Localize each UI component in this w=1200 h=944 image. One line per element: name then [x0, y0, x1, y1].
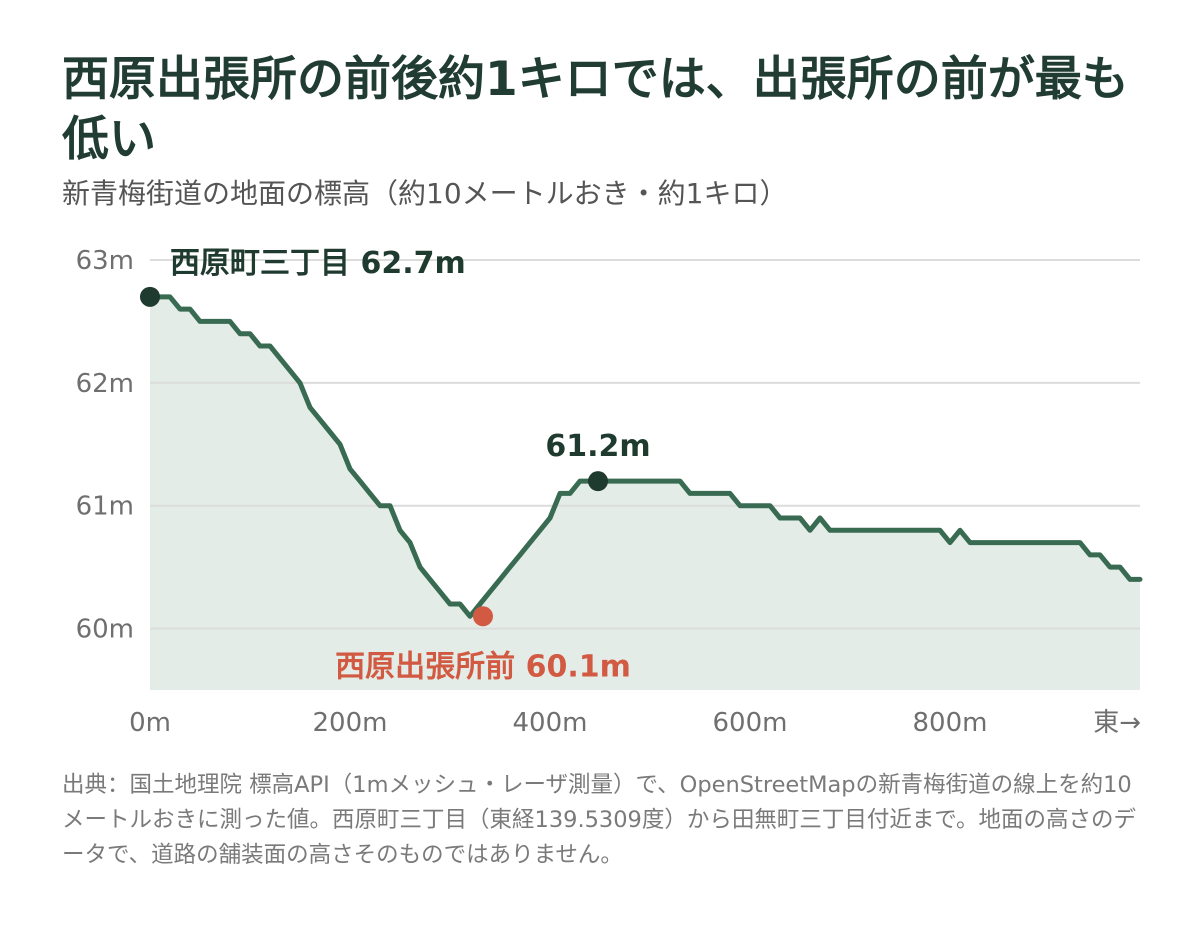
x-tick-label: 200m [313, 708, 388, 738]
elevation-line [147, 294, 1143, 619]
y-tick-label: 60m [76, 615, 134, 645]
chart-title: 西原出張所の前後約1キロでは、出張所の前が最も低い [62, 52, 1129, 167]
peak-point-label: 61.2m [545, 429, 650, 464]
low-point-marker [473, 606, 493, 627]
low-point-label: 西原出張所前 60.1m [335, 649, 631, 684]
chart-subtitle: 新青梅街道の地面の標高（約10メートルおき・約1キロ） [62, 177, 788, 210]
y-tick-label: 61m [76, 492, 134, 522]
start-point-marker [140, 286, 160, 307]
elevation-area [150, 296, 1140, 690]
x-tick-label: 400m [513, 708, 588, 738]
y-tick-label: 62m [76, 369, 134, 399]
source-note: 出典：国土地理院 標高API（1mメッシュ・レーザ測量）で、OpenStreet… [62, 772, 1136, 868]
x-tick-label: 800m [913, 708, 988, 738]
x-tick-label: 600m [713, 708, 788, 738]
x-axis-direction-label: 東→ [1093, 708, 1141, 738]
peak-point-marker [588, 471, 608, 492]
y-tick-label: 63m [76, 246, 134, 276]
x-tick-label: 0m [129, 708, 171, 738]
elevation-chart: 60m 61m 62m 63m 0m 200m 400m 600m 800m 東→ 西原町三丁目 6… [76, 246, 1143, 738]
start-point-label: 西原町三丁目 62.7m [170, 246, 466, 281]
